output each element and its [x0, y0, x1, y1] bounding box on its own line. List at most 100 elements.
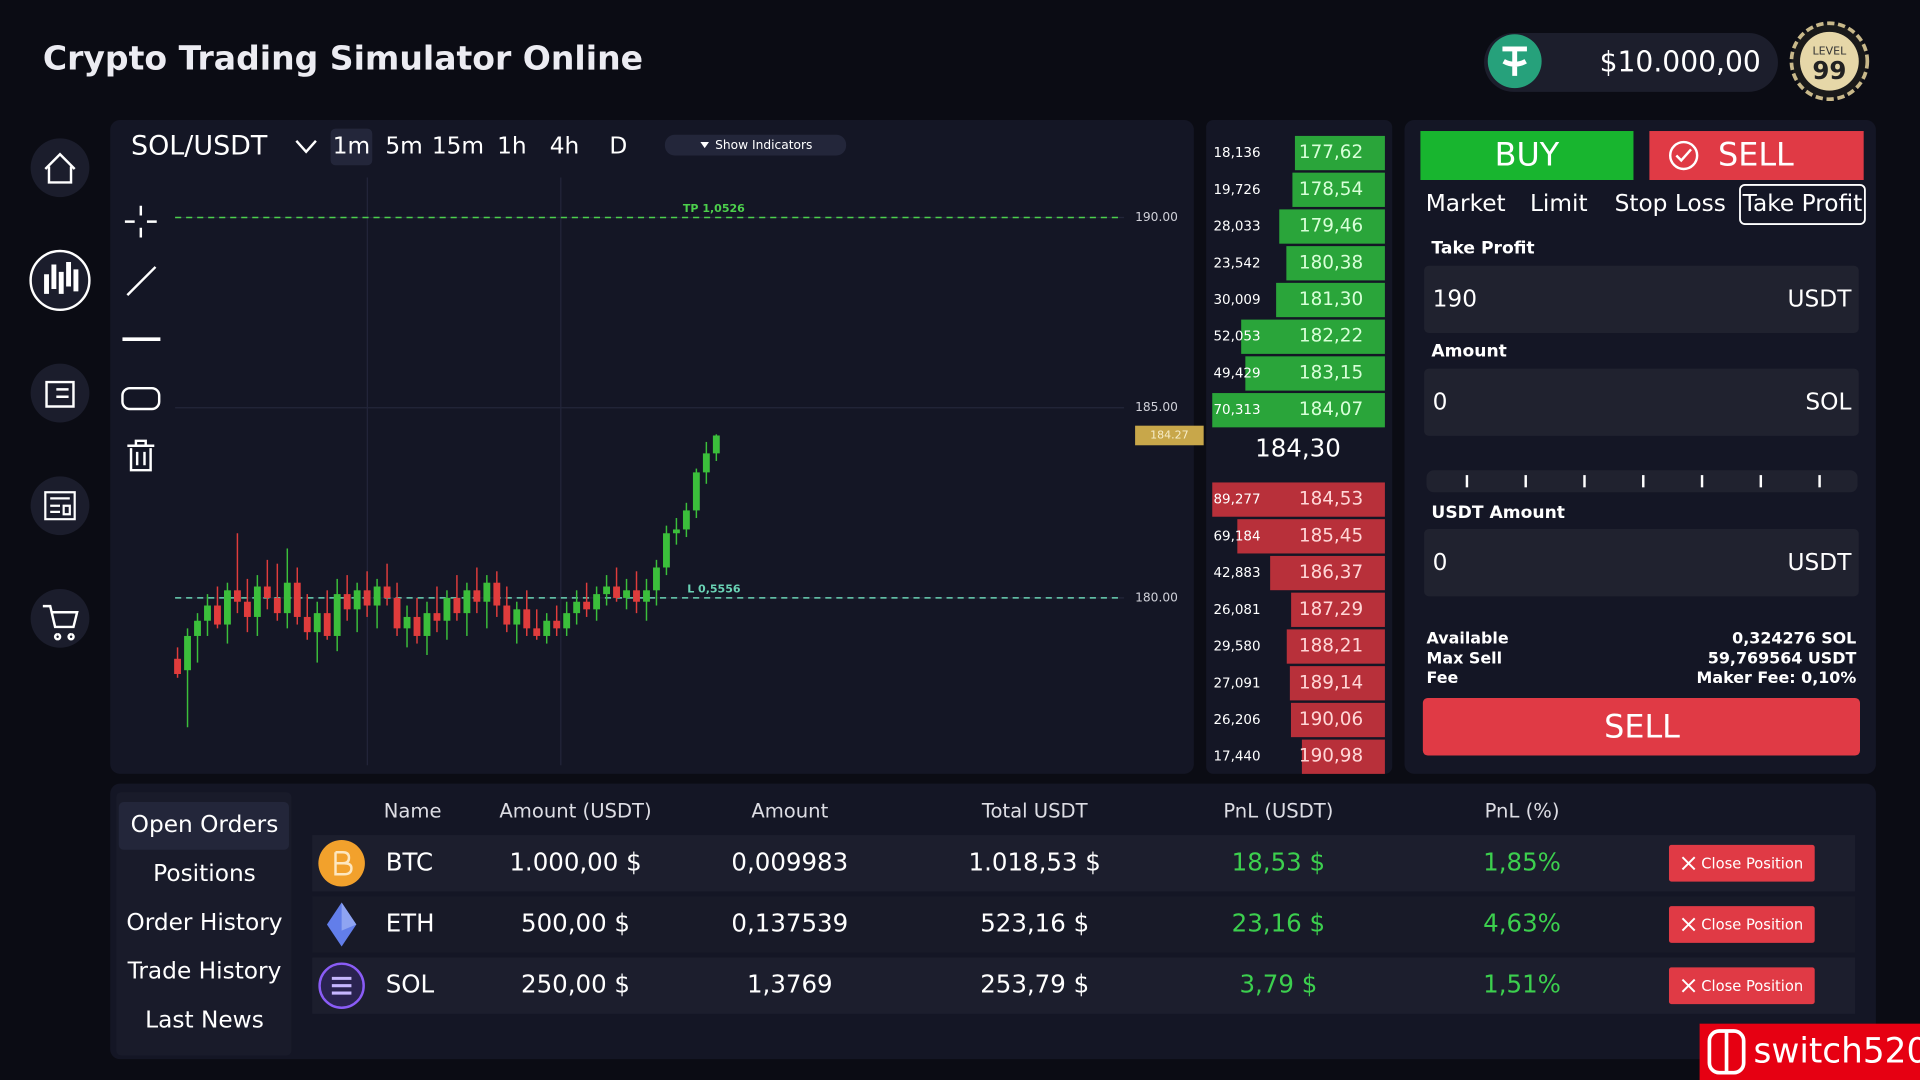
- order-price: 181,30: [1299, 289, 1363, 310]
- close-icon: [1681, 856, 1696, 871]
- candle-body: [463, 590, 471, 614]
- positions-tab[interactable]: Order History: [126, 909, 282, 936]
- candle-body: [233, 590, 241, 602]
- active-timeframe: [330, 128, 373, 166]
- take-profit-label: TP 1,0526: [683, 202, 745, 215]
- sidebar-button[interactable]: [30, 588, 90, 648]
- field-value: 190: [1433, 286, 1477, 313]
- positions-tab[interactable]: Positions: [153, 860, 256, 887]
- position-pnl: 18,53 $: [1232, 847, 1325, 876]
- order-type[interactable]: Take Profit: [1742, 190, 1863, 217]
- buy-button[interactable]: [1420, 131, 1634, 180]
- column-header: PnL (USDT): [1223, 799, 1333, 822]
- order-amount: 52,053: [1213, 330, 1260, 345]
- position-amount: 0,009983: [731, 847, 848, 876]
- order-price: 177,62: [1299, 142, 1363, 163]
- order-type[interactable]: Stop Loss: [1615, 190, 1726, 217]
- depth-bar: [1279, 209, 1385, 244]
- input-box[interactable]: [1424, 528, 1859, 597]
- order-type[interactable]: Limit: [1530, 190, 1588, 217]
- order-type[interactable]: Market: [1426, 190, 1506, 217]
- y-tick-label: 180.00: [1135, 590, 1178, 604]
- depth-bar: [1270, 555, 1385, 591]
- rect-tool[interactable]: [121, 386, 161, 411]
- order-amount: 18,136: [1213, 146, 1260, 161]
- position-pnl-pct: 1,85%: [1483, 847, 1561, 876]
- field-unit: USDT: [1788, 286, 1853, 313]
- level-label: LEVEL: [1813, 44, 1848, 57]
- candle-body: [363, 590, 371, 606]
- position-amount-usdt: 250,00 $: [521, 970, 630, 999]
- timeframe[interactable]: D: [609, 132, 627, 159]
- positions-tab[interactable]: Open Orders: [131, 811, 279, 838]
- timeframe[interactable]: 1h: [497, 132, 527, 159]
- order-price: 189,14: [1299, 672, 1363, 693]
- selected-check: [1675, 148, 1692, 163]
- pair-dropdown[interactable]: [295, 140, 317, 154]
- delete-tool[interactable]: [127, 439, 155, 472]
- depth-bar: [1237, 519, 1385, 554]
- timeframe[interactable]: 5m: [385, 132, 422, 159]
- timeframe[interactable]: 4h: [550, 132, 580, 159]
- candle-body: [543, 620, 551, 636]
- watermark: switch520: [1753, 1032, 1920, 1072]
- depth-bar: [1286, 246, 1385, 281]
- order-amount: 19,726: [1213, 183, 1260, 198]
- positions-tab[interactable]: Trade History: [127, 958, 282, 985]
- field-unit: SOL: [1805, 388, 1851, 415]
- order-price: 187,29: [1299, 599, 1363, 620]
- field-label: Amount: [1431, 341, 1506, 361]
- close-position-label: Close Position: [1701, 855, 1803, 872]
- column-header: Name: [384, 799, 442, 822]
- sidebar-button[interactable]: [30, 138, 90, 198]
- stop-loss-label: L 0,5556: [687, 582, 741, 595]
- order-price: 183,15: [1299, 362, 1363, 383]
- close-position-button[interactable]: [1668, 906, 1815, 943]
- candle-body: [513, 609, 521, 625]
- close-position-button[interactable]: [1668, 844, 1815, 882]
- order-amount: 26,081: [1213, 603, 1260, 618]
- candle-body: [712, 435, 720, 454]
- trendline-tool[interactable]: [126, 266, 157, 296]
- close-position-button[interactable]: [1668, 967, 1815, 1005]
- candle-body: [293, 582, 301, 617]
- order-amount: 49,429: [1213, 366, 1260, 381]
- order-amount: 29,580: [1213, 640, 1260, 655]
- candle-body: [563, 613, 571, 629]
- timeframe[interactable]: 1m: [333, 132, 370, 159]
- info-label: Max Sell: [1427, 648, 1503, 667]
- candle-body: [313, 613, 321, 633]
- candle-body: [353, 590, 361, 610]
- candle-body: [623, 590, 630, 598]
- crosshair-tool[interactable]: [124, 205, 157, 238]
- candle-body: [194, 620, 201, 636]
- column-header: Amount (USDT): [499, 799, 651, 822]
- timeframe[interactable]: 15m: [432, 132, 484, 159]
- position-total: 253,79 $: [980, 970, 1089, 999]
- input-box[interactable]: [1424, 265, 1859, 334]
- positions-tab[interactable]: Last News: [145, 1007, 264, 1034]
- candle-body: [204, 605, 211, 621]
- submit-button[interactable]: [1422, 697, 1860, 756]
- depth-bar: [1291, 592, 1385, 627]
- candle-body: [393, 597, 401, 629]
- close-position-label: Close Position: [1701, 917, 1803, 934]
- btc-glyph: [334, 851, 353, 876]
- indicators-button[interactable]: [664, 134, 847, 156]
- order-price: 180,38: [1299, 252, 1363, 273]
- sidebar-button[interactable]: [30, 363, 90, 423]
- order-price: 190,06: [1299, 709, 1363, 730]
- candle-body: [583, 601, 591, 610]
- candle-body: [224, 590, 231, 625]
- sol-glyph: [331, 976, 352, 995]
- candle-body: [433, 613, 441, 621]
- input-box[interactable]: [1424, 368, 1859, 436]
- active-order-type: [1739, 183, 1866, 225]
- order-amount: 69,184: [1213, 529, 1260, 544]
- order-amount: 26,206: [1213, 713, 1260, 728]
- depth-bar: [1212, 393, 1385, 428]
- candle-body: [453, 597, 461, 614]
- order-price: 185,45: [1299, 525, 1363, 546]
- position-amount-usdt: 1.000,00 $: [509, 847, 641, 876]
